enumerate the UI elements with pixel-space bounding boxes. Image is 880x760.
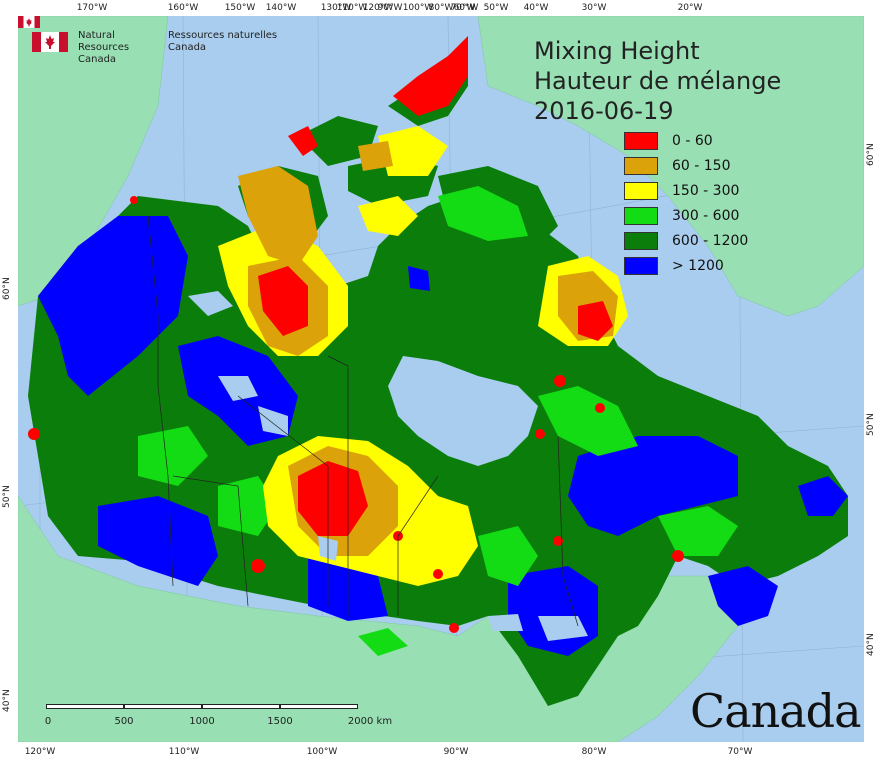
legend-label: 600 - 1200 [672, 233, 749, 249]
map-title-fr: Hauteur de mélange [534, 67, 782, 95]
legend-swatch [624, 157, 658, 175]
wordmark-flag-icon [18, 16, 40, 28]
lon-tick-top: 120°W [362, 3, 394, 13]
lon-tick-bottom: 120°W [24, 747, 56, 757]
province-boundaries [147, 215, 579, 627]
legend-label: > 1200 [672, 258, 724, 274]
lat-tick-left: 40°N [2, 689, 12, 712]
lon-tick-bottom: 110°W [168, 747, 200, 757]
zone-300-600 [138, 186, 738, 656]
map-canvas: Natural Resources Canada Ressources natu… [18, 16, 864, 742]
lon-tick-top: 170°W [76, 3, 108, 13]
lon-tick-top: 30°W [581, 3, 607, 13]
legend-swatch [624, 257, 658, 275]
map-date: 2016-06-19 [534, 97, 674, 125]
legend-swatch [624, 232, 658, 250]
lon-tick-top: 60°W [453, 3, 479, 13]
lon-tick-top: 100°W [402, 3, 434, 13]
lon-tick-bottom: 100°W [306, 747, 338, 757]
scale-bar-label: 2000 km [347, 716, 393, 727]
lon-tick-top: 130°W [320, 3, 352, 13]
lat-tick-left: 60°N [2, 277, 12, 300]
scale-bar-label: 1000 [189, 716, 215, 727]
lon-tick-top: 150°W [224, 3, 256, 13]
agency-fr-line1: Ressources naturelles [168, 30, 278, 41]
lat-tick-right: 40°N [866, 633, 876, 656]
agency-en-line2: Canada [78, 54, 117, 65]
scale-bar-label: 0 [44, 716, 52, 727]
lon-tick-bottom: 90°W [443, 747, 469, 757]
legend-label: 300 - 600 [672, 208, 740, 224]
scale-bar-segment [124, 704, 202, 709]
lon-tick-bottom: 70°W [727, 747, 753, 757]
lon-tick-top: 40°W [523, 3, 549, 13]
lon-tick-bottom: 80°W [581, 747, 607, 757]
scale-bar-label: 1500 [267, 716, 293, 727]
lon-tick-top: 140°W [265, 3, 297, 13]
mixing-height-map [18, 16, 864, 742]
lon-tick-top: 70°W [450, 3, 476, 13]
lon-tick-top: 80°W [428, 3, 454, 13]
lon-tick-top: 90°W [377, 3, 403, 13]
map-title-block: Mixing Height Hauteur de mélange 2016-06… [534, 36, 781, 126]
lat-tick-left: 50°N [2, 485, 12, 508]
legend-swatch [624, 207, 658, 225]
legend-label: 150 - 300 [672, 183, 740, 199]
scale-bar-segment [202, 704, 280, 709]
map-title-en: Mixing Height [534, 37, 700, 65]
scale-bar-label: 500 [114, 716, 134, 727]
agency-en-line1: Natural Resources [78, 30, 130, 53]
lat-tick-right: 50°N [866, 413, 876, 436]
legend-swatch [624, 182, 658, 200]
agency-name-fr: Ressources naturelles Canada [168, 30, 288, 54]
agency-name-en: Natural Resources Canada [78, 30, 168, 66]
scale-bar-segment [46, 704, 124, 709]
canada-landmass [28, 196, 848, 706]
lat-tick-right: 60°N [866, 143, 876, 166]
lakes [188, 291, 588, 641]
lon-tick-top: 20°W [677, 3, 703, 13]
canada-wordmark: Canada [690, 684, 862, 738]
legend-label: 60 - 150 [672, 158, 731, 174]
lon-tick-top: 50°W [483, 3, 509, 13]
lon-tick-top: 110°W [336, 3, 368, 13]
agency-fr-line2: Canada [168, 42, 207, 53]
legend-label: 0 - 60 [672, 133, 713, 149]
legend-swatch [624, 132, 658, 150]
scale-bar-segment [280, 704, 358, 709]
canada-flag-icon [32, 32, 68, 52]
lon-tick-top: 160°W [167, 3, 199, 13]
zone-0-60 [28, 36, 684, 633]
scale-bar: 0 500 1000 1500 2000 km [44, 702, 392, 732]
hudson-bay [388, 356, 538, 466]
